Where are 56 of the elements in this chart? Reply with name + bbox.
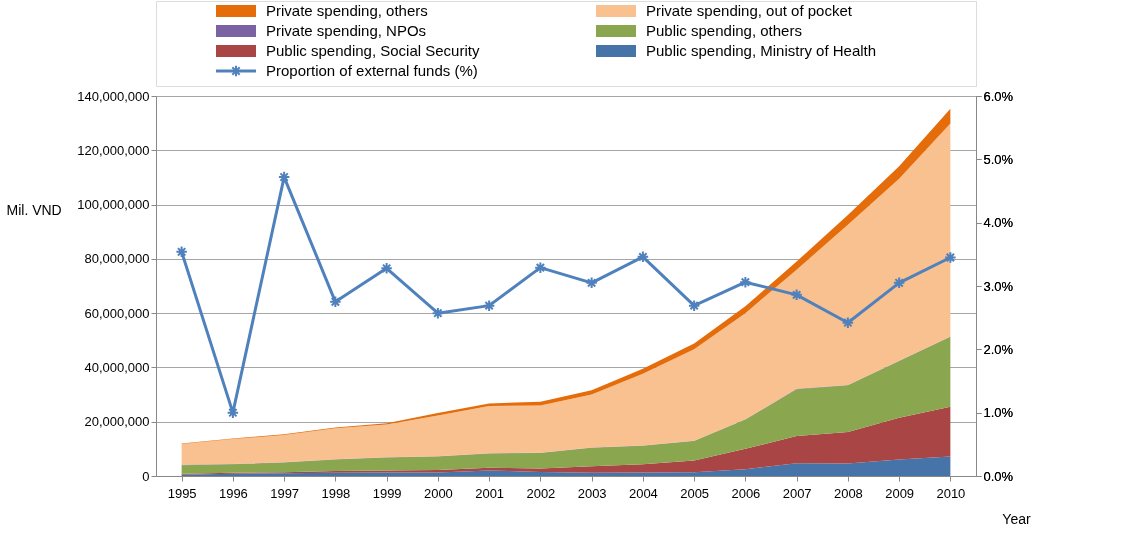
y-tick-label: 120,000,000 bbox=[77, 142, 150, 158]
x-tick-label: 1998 bbox=[321, 485, 351, 501]
x-tick-label: 2003 bbox=[577, 485, 607, 501]
x-tick-label: 2010 bbox=[936, 485, 966, 501]
point bbox=[739, 275, 752, 289]
point bbox=[944, 251, 957, 264]
legend-label: Proportion of external funds (%) bbox=[266, 62, 478, 79]
legend-label: Public spending, others bbox=[646, 22, 802, 39]
point bbox=[482, 299, 496, 312]
x-tick-label: 1999 bbox=[372, 485, 402, 501]
point bbox=[380, 262, 393, 275]
legend-label: Private spending, others bbox=[266, 2, 428, 19]
y2-tick-label: 6.0% bbox=[983, 88, 1014, 104]
x-tick-label: 2002 bbox=[526, 485, 556, 501]
y2-tick-label: 2.0% bbox=[983, 341, 1014, 357]
y-tick-label: 40,000,000 bbox=[84, 359, 150, 375]
legend-label: Private spending, out of pocket bbox=[646, 2, 853, 19]
x-tick-label: 1997 bbox=[270, 485, 300, 501]
x-tick-label: 2009 bbox=[885, 485, 915, 501]
point bbox=[534, 261, 547, 274]
y2-tick-label: 0.0% bbox=[983, 468, 1014, 484]
y-tick-label: 60,000,000 bbox=[84, 305, 150, 321]
x-tick-label: 2007 bbox=[782, 485, 812, 501]
x-axis-title: Year bbox=[1002, 510, 1031, 527]
y-tick-label: 0 bbox=[142, 468, 150, 484]
y2-tick-label: 3.0% bbox=[983, 278, 1014, 294]
point bbox=[790, 288, 803, 302]
legend-label: Public spending, Ministry of Health bbox=[646, 42, 877, 59]
y-axis-title: Mil. VND bbox=[6, 202, 62, 219]
y-tick-label: 20,000,000 bbox=[84, 414, 150, 430]
x-tick-label: 2006 bbox=[731, 485, 761, 501]
x-tick-label: 2008 bbox=[833, 485, 863, 501]
legend-label: Private spending, NPOs bbox=[266, 22, 427, 39]
x-tick-label: 1995 bbox=[167, 485, 197, 501]
y2-tick-label: 5.0% bbox=[983, 151, 1014, 167]
x-tick-label: 2001 bbox=[475, 485, 505, 501]
point bbox=[892, 276, 906, 290]
x-tick-label: 1996 bbox=[218, 485, 248, 501]
point bbox=[175, 245, 188, 259]
point bbox=[226, 406, 240, 419]
point bbox=[841, 316, 855, 329]
y-tick-label: 100,000,000 bbox=[77, 197, 150, 213]
point bbox=[687, 299, 701, 312]
x-tick-label: 2000 bbox=[423, 485, 453, 501]
y2-tick-label: 1.0% bbox=[983, 405, 1014, 421]
point bbox=[636, 250, 650, 264]
point bbox=[329, 295, 342, 309]
y2-tick-label: 4.0% bbox=[983, 215, 1014, 231]
point bbox=[431, 306, 445, 320]
point bbox=[277, 170, 291, 184]
y-tick-label: 80,000,000 bbox=[84, 251, 150, 267]
x-tick-label: 2004 bbox=[628, 485, 658, 501]
y-tick-label: 140,000,000 bbox=[77, 88, 150, 104]
point bbox=[585, 276, 598, 290]
x-tick-label: 2005 bbox=[680, 485, 710, 501]
legend-label: Public spending, Social Security bbox=[266, 42, 480, 59]
